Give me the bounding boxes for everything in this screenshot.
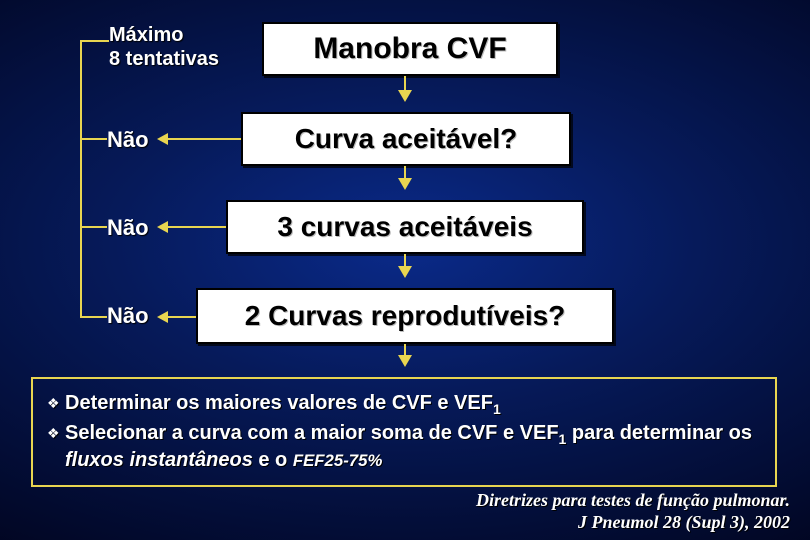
box-reprodutiveis-label: 2 Curvas reprodutíveis? [245,300,566,332]
result-bullet-1: ❖ Determinar os maiores valores de CVF e… [47,391,761,419]
feedback-vertical [80,40,82,318]
bullet-glyph-icon: ❖ [47,421,65,445]
conn-right-4 [168,316,196,318]
arrow-down-1 [404,76,406,100]
conn-right-2-head [157,133,168,145]
conn-left-3 [80,226,107,228]
arrow-down-2 [404,166,406,188]
bullet-glyph-icon: ❖ [47,391,65,415]
conn-left-1 [80,40,109,42]
conn-left-4 [80,316,107,318]
arrow-down-4 [404,344,406,365]
conn-right-3-head [157,221,168,233]
side-label-maximo: Máximo [109,24,183,47]
conn-left-2 [80,138,107,140]
box-3-curvas-label: 3 curvas aceitáveis [277,211,532,243]
result-bullet-2: ❖ Selecionar a curva com a maior soma de… [47,421,761,474]
side-label-nao-1: Não [107,127,149,153]
conn-right-2 [168,138,241,140]
arrow-down-3 [404,254,406,276]
box-curva-aceitavel-label: Curva aceitável? [295,123,518,155]
result-bullet-1-text: Determinar os maiores valores de CVF e V… [65,391,501,419]
side-label-tentativas: 8 tentativas [109,48,219,71]
conn-right-3 [168,226,226,228]
side-label-nao-2: Não [107,215,149,241]
box-curva-aceitavel: Curva aceitável? [241,112,571,166]
citation-line-1: Diretrizes para testes de função pulmona… [476,490,790,512]
conn-right-4-head [157,311,168,323]
side-label-nao-3: Não [107,303,149,329]
box-manobra: Manobra CVF [262,22,558,76]
box-manobra-label: Manobra CVF [313,32,506,66]
result-bullet-2-text: Selecionar a curva com a maior soma de C… [65,421,761,474]
slide-stage: Manobra CVF Curva aceitável? 3 curvas ac… [0,0,810,540]
citation-line-2: J Pneumol 28 (Supl 3), 2002 [476,512,790,534]
result-box: ❖ Determinar os maiores valores de CVF e… [31,377,777,487]
box-3-curvas: 3 curvas aceitáveis [226,200,584,254]
citation: Diretrizes para testes de função pulmona… [476,490,790,533]
box-reprodutiveis: 2 Curvas reprodutíveis? [196,288,614,344]
